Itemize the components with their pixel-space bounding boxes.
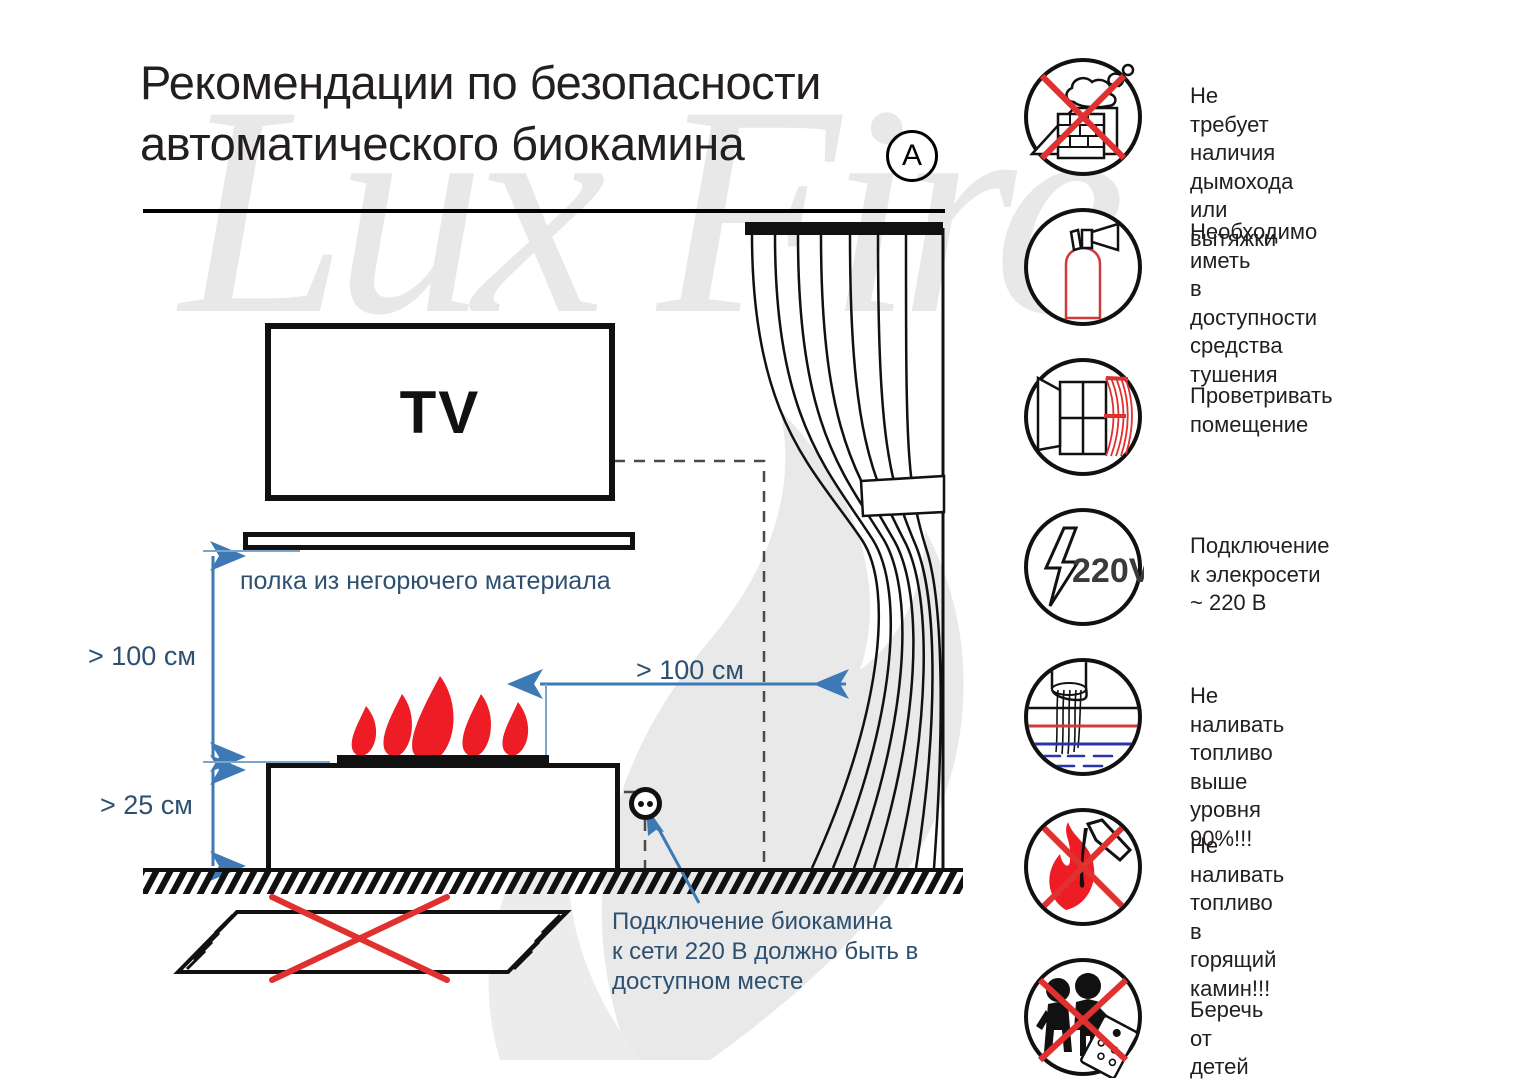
page-title: Рекомендации по безопасности автоматичес…	[140, 52, 940, 174]
shelf-box	[243, 532, 635, 550]
socket-callout-label: Подключение биокамина к сети 220 В должн…	[612, 908, 919, 995]
power-socket-icon[interactable]	[629, 787, 662, 820]
tv-box: TV	[265, 323, 615, 501]
burner-strip	[337, 755, 549, 764]
shelf-note-label: полка из негорючего материала	[240, 567, 611, 595]
voltage-220v-icon: 220V	[1024, 508, 1144, 626]
ventilate-window-icon	[1024, 358, 1142, 476]
legend-label: Проветривать помещение	[1190, 383, 1333, 437]
fireplace-pedestal	[266, 763, 620, 870]
dimension-horizontal-arrow[interactable]	[507, 669, 849, 760]
floor-hatch-icon	[143, 872, 963, 894]
title-divider	[143, 209, 945, 213]
legend-label: Не требует наличия дымохода или вытяжки	[1190, 83, 1294, 251]
dimension-label-vertical-top: > 100 см	[88, 641, 196, 671]
legend-label: Не наливать топливо выше уровня 90%!!!	[1190, 683, 1285, 851]
dimension-label-vertical-bottom: > 25 см	[100, 790, 193, 820]
dimension-label-horizontal: > 100 см	[636, 655, 744, 685]
legend-label: Подключение к элекросети ~ 220 В	[1190, 533, 1330, 616]
floor-line	[143, 868, 963, 872]
dimension-vertical-arrows[interactable]	[203, 541, 330, 881]
flame-icon	[351, 676, 529, 761]
legend-label: Не наливать топливо в горящий камин!!!	[1190, 833, 1285, 1001]
no-refill-burning-icon	[1024, 808, 1142, 926]
curtain-icon	[745, 222, 946, 869]
voltage-label: 220V	[1072, 552, 1144, 590]
fire-class-badge: A	[886, 130, 938, 182]
rug-forbidden-icon	[173, 894, 572, 983]
legend-label: Беречь от детей	[1190, 997, 1264, 1080]
legend-label: Необходимо иметь в доступности средства …	[1190, 219, 1318, 387]
title-line-2: автоматического биокамина	[140, 117, 745, 171]
fire-extinguisher-icon	[1024, 208, 1142, 326]
no-chimney-icon	[1024, 58, 1142, 176]
tv-label: TV	[399, 378, 481, 446]
fuel-level-icon	[1024, 658, 1142, 776]
keep-from-children-icon	[1024, 958, 1142, 1078]
title-line-1: Рекомендации по безопасности	[140, 56, 821, 109]
